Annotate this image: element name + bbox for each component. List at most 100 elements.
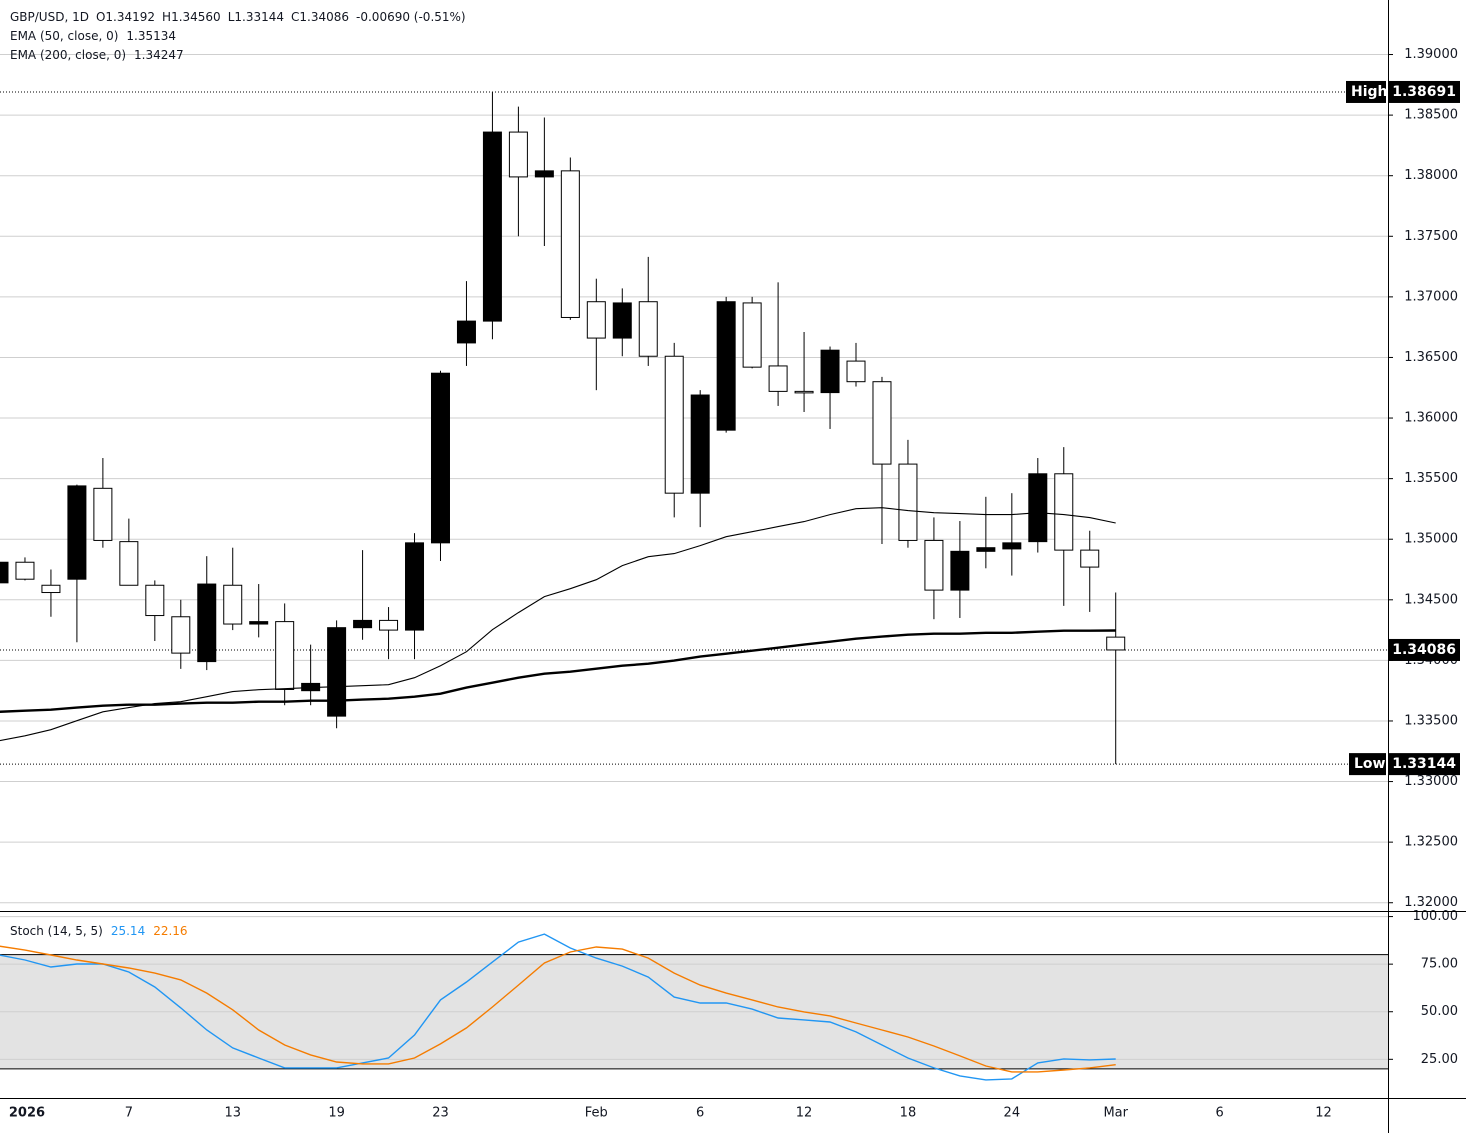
x-tick-label: 6 (1215, 1106, 1223, 1121)
y-tick-label: 25.00 (1421, 1052, 1458, 1067)
legend-item: GBP/USD, 1D (10, 10, 89, 24)
candle-body (41, 584, 61, 594)
candle-body (1002, 542, 1022, 550)
candle-body (0, 561, 9, 584)
legend-entry: EMA (200, close, 0) 1.34247 (10, 48, 184, 62)
candle-body (872, 381, 892, 465)
candle-body (430, 372, 450, 544)
candle-body (768, 365, 788, 392)
y-tick-label: 1.37000 (1404, 289, 1458, 304)
y-tick-label: 1.36500 (1404, 350, 1458, 365)
candle-body (664, 355, 684, 494)
candle-body (145, 584, 165, 617)
legend-name: EMA (50, close, 0) (10, 29, 118, 43)
y-tick-label: 1.32000 (1404, 895, 1458, 910)
price-label-box (1389, 753, 1460, 776)
candle-body (924, 539, 944, 591)
legend-item: H1.34560 (162, 10, 221, 24)
legend-item: -0.00690 (-0.51%) (356, 10, 466, 24)
candle-body (275, 621, 295, 690)
candle-body (638, 301, 658, 357)
price-label: Low (1354, 756, 1386, 772)
price-label-box (1389, 638, 1460, 661)
x-tick-label: 13 (224, 1106, 241, 1121)
background-layer: 1.320001.325001.330001.335001.340001.345… (0, 47, 1459, 1070)
candle-body (93, 487, 113, 541)
y-tick-label: 100.00 (1413, 909, 1459, 924)
candle-body (1080, 549, 1100, 568)
y-tick-label: 1.39000 (1404, 47, 1458, 62)
candle-body (560, 170, 580, 318)
x-tick-label: 2026 (9, 1106, 45, 1121)
ema-line (0, 629, 1116, 713)
stoch-legend: Stoch (14, 5, 5) 25.14 22.16 (10, 924, 188, 938)
y-tick-label: 1.35000 (1404, 532, 1458, 547)
price-label: 1.34086 (1392, 642, 1456, 658)
y-tick-label: 1.38500 (1404, 108, 1458, 123)
candle-body (534, 170, 554, 178)
plot-layer (0, 91, 1126, 1081)
x-tick-label: 18 (900, 1106, 917, 1121)
x-tick-label: 23 (432, 1106, 449, 1121)
y-tick-label: 75.00 (1421, 957, 1458, 972)
candle-body (171, 616, 191, 654)
candle-body (15, 561, 35, 580)
legend-value: 22.16 (153, 924, 187, 938)
candle-body (898, 463, 918, 541)
x-tick-label: Feb (585, 1106, 608, 1121)
candle-body (794, 390, 814, 394)
x-tick-label: 12 (796, 1106, 813, 1121)
legend-entry: EMA (50, close, 0) 1.35134 (10, 29, 176, 43)
y-tick-label: 1.33500 (1404, 713, 1458, 728)
candle-body (1054, 473, 1074, 551)
candle-body (976, 547, 996, 552)
candle-body (379, 619, 399, 631)
candle-body (1106, 636, 1126, 651)
candle-body (67, 485, 87, 580)
candle-body (846, 360, 866, 383)
candle-body (456, 320, 476, 344)
price-label-box (1389, 80, 1460, 103)
legend-header: GBP/USD, 1D O1.34192 H1.34560 L1.33144 C1.34… (10, 10, 466, 24)
candle-body (327, 627, 347, 717)
stoch-line (0, 945, 1116, 1073)
y-tick-label: 50.00 (1421, 1004, 1458, 1019)
candle-body (950, 550, 970, 591)
candle-body (223, 584, 243, 625)
candle-body (508, 131, 528, 178)
price-label-box (1349, 753, 1386, 776)
candle-body (197, 583, 217, 663)
price-label: 1.33144 (1392, 756, 1456, 772)
legend-name: EMA (200, close, 0) (10, 48, 126, 62)
legend-item: L1.33144 (228, 10, 284, 24)
candle-body (612, 302, 632, 339)
price-label: High (1351, 84, 1388, 100)
legend-value: 1.35134 (126, 29, 176, 43)
candle-body (353, 619, 373, 629)
candle-body (405, 542, 425, 631)
ema-line (0, 507, 1116, 742)
legend-item: C1.34086 (291, 10, 349, 24)
x-tick-label: 6 (696, 1106, 704, 1121)
legend-name: Stoch (14, 5, 5) (10, 924, 103, 938)
candle-body (820, 349, 840, 394)
label-layer: GBP/USD, 1D O1.34192 H1.34560 L1.33144 C1.34… (9, 10, 1460, 1121)
candle-body (1028, 473, 1048, 543)
y-tick-label: 1.35500 (1404, 471, 1458, 486)
candle-body (716, 301, 736, 431)
y-tick-label: 1.33000 (1404, 774, 1458, 789)
legend-value: 1.34247 (134, 48, 184, 62)
x-tick-label: Mar (1103, 1106, 1128, 1121)
candle-body (586, 301, 606, 339)
price-label: 1.38691 (1392, 84, 1456, 100)
x-tick-label: 7 (125, 1106, 133, 1121)
candle-body (742, 302, 762, 368)
legend-value: 25.14 (111, 924, 145, 938)
candle-body (690, 394, 710, 494)
stoch-line (0, 933, 1116, 1081)
price-label-box (1346, 80, 1386, 103)
legend-item: O1.34192 (96, 10, 155, 24)
candle-body (249, 621, 269, 625)
y-tick-label: 1.38000 (1404, 168, 1458, 183)
